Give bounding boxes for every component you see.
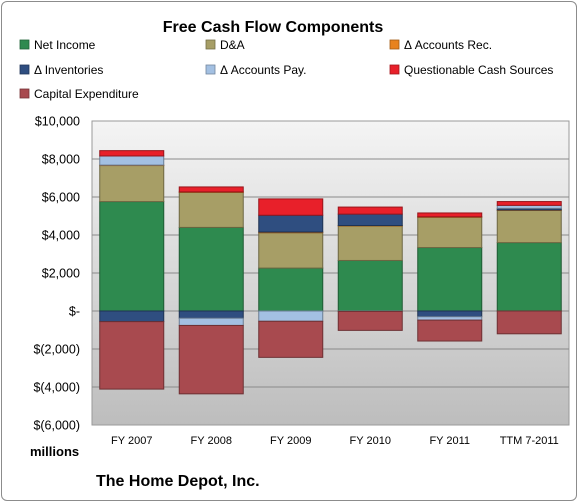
x-tick-label: FY 2007 [111, 435, 152, 447]
bar-questionable-cash-sources-fy-2010 [337, 206, 403, 215]
x-tick-label: FY 2008 [191, 435, 232, 447]
y-axis: $10,000 $8,000 $6,000 $4,000 $2,000 $- $(2,000… [33, 115, 80, 433]
legend-label-net-income: Net Income [34, 38, 96, 52]
unit-label: millions [30, 444, 79, 459]
bar-delta-accounts-pay-fy-2009 [258, 310, 324, 322]
bar-delta-inventories-fy-2008 [178, 310, 244, 319]
grid [92, 158, 569, 388]
y-tick-label: $8,000 [42, 153, 80, 167]
bar-net-income-fy-2008 [178, 226, 244, 312]
bar-questionable-cash-sources-fy-2008 [178, 186, 244, 193]
bar-capital-expenditure-fy-2010 [337, 310, 403, 331]
bar-danda-fy-2010 [337, 225, 403, 261]
bar-net-income-fy-2011 [417, 247, 483, 312]
legend-label-capital-expenditure: Capital Expenditure [34, 87, 139, 101]
y-tick-label: $4,000 [42, 229, 80, 243]
x-axis: FY 2007 FY 2008 FY 2009 FY 2010 FY 2011 TTM 7… [111, 435, 559, 447]
bars [99, 150, 562, 395]
bar-delta-accounts-pay-fy-2008 [178, 317, 244, 326]
x-tick-label: FY 2009 [270, 435, 311, 447]
bar-net-income-fy-2009 [258, 267, 324, 312]
y-tick-label: $2,000 [42, 267, 80, 281]
bar-delta-accounts-pay-fy-2011 [417, 316, 483, 321]
x-tick-label: TTM 7-2011 [500, 435, 559, 447]
bar-questionable-cash-sources-fy-2009 [258, 198, 324, 216]
y-tick-label: $6,000 [42, 191, 80, 205]
bar-danda-fy-2009 [258, 232, 324, 269]
bar-danda-ttm-7-2011 [496, 209, 562, 244]
bar-net-income-fy-2010 [337, 259, 403, 312]
legend-swatch-net-income [19, 39, 30, 50]
y-tick-label: $- [69, 305, 80, 319]
bar-capital-expenditure-fy-2011 [417, 319, 483, 342]
bar-delta-inventories-fy-2009 [258, 214, 324, 233]
bar-danda-fy-2008 [178, 191, 244, 228]
y-tick-label: $10,000 [35, 115, 80, 129]
legend: Net Income D&A Δ Accounts Rec. Δ Inventorie… [19, 38, 553, 101]
legend-swatch-danda [205, 39, 216, 50]
x-tick-label: FY 2010 [350, 435, 391, 447]
legend-label-delta-accounts-rec: Δ Accounts Rec. [404, 38, 492, 52]
legend-swatch-delta-accounts-pay [205, 64, 216, 75]
legend-label-danda: D&A [220, 38, 245, 52]
legend-label-questionable-cash-sources: Questionable Cash Sources [404, 63, 553, 77]
legend-swatch-delta-inventories [19, 64, 30, 75]
bar-delta-inventories-fy-2011 [417, 310, 483, 318]
chart-title: Free Cash Flow Components [163, 19, 384, 36]
bar-delta-inventories-fy-2010 [337, 213, 403, 227]
bar-net-income-fy-2007 [99, 201, 165, 312]
legend-swatch-capital-expenditure [19, 88, 30, 99]
legend-label-delta-accounts-pay: Δ Accounts Pay. [220, 63, 307, 77]
legend-swatch-delta-accounts-rec [389, 39, 400, 50]
bar-danda-fy-2007 [99, 164, 165, 203]
bar-delta-inventories-fy-2007 [99, 310, 165, 323]
bar-questionable-cash-sources-ttm-7-2011 [496, 201, 562, 206]
bar-questionable-cash-sources-fy-2011 [417, 212, 483, 218]
bar-questionable-cash-sources-fy-2007 [99, 150, 165, 157]
company-name: The Home Depot, Inc. [96, 473, 260, 490]
y-tick-label: $(2,000) [33, 343, 80, 357]
bar-capital-expenditure-fy-2007 [99, 321, 165, 390]
y-tick-label: $(6,000) [33, 419, 80, 433]
bar-delta-accounts-pay-fy-2007 [99, 155, 165, 166]
bar-capital-expenditure-fy-2009 [258, 320, 324, 358]
legend-swatch-questionable-cash-sources [389, 64, 400, 75]
bar-capital-expenditure-fy-2008 [178, 324, 244, 395]
legend-label-delta-inventories: Δ Inventories [34, 63, 103, 77]
x-tick-label: FY 2011 [429, 435, 470, 447]
bar-danda-fy-2011 [417, 216, 483, 249]
bar-net-income-ttm-7-2011 [496, 242, 562, 312]
bar-capital-expenditure-ttm-7-2011 [496, 310, 562, 335]
y-tick-label: $(4,000) [33, 381, 80, 395]
